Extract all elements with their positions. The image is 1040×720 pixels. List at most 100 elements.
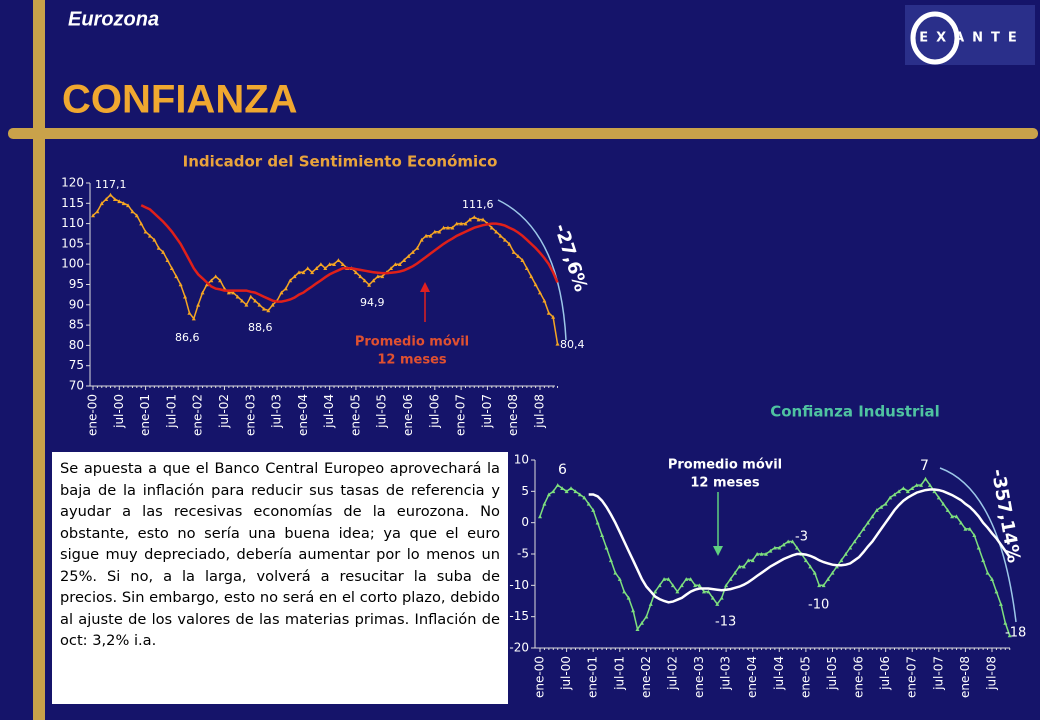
point bbox=[336, 258, 341, 262]
x-tick-label: jul-01 bbox=[164, 394, 178, 429]
x-tick-label: ene-02 bbox=[191, 394, 205, 436]
point bbox=[901, 486, 906, 490]
point bbox=[617, 577, 622, 581]
point bbox=[803, 558, 808, 563]
x-tick-label: jul-03 bbox=[270, 394, 284, 429]
x-tick-label: jul-05 bbox=[825, 656, 839, 691]
point bbox=[569, 486, 574, 490]
x-tick-label: ene-07 bbox=[454, 394, 468, 436]
point bbox=[741, 564, 746, 569]
point bbox=[728, 577, 733, 581]
y-tick-label: 105 bbox=[61, 236, 84, 250]
point bbox=[209, 278, 214, 283]
point bbox=[781, 542, 786, 547]
annotation: -18 bbox=[1005, 626, 1026, 641]
point bbox=[218, 278, 223, 283]
x-tick-label: ene-04 bbox=[745, 656, 759, 698]
point bbox=[476, 217, 481, 222]
x-tick-label: jul-02 bbox=[665, 656, 679, 691]
point bbox=[622, 589, 627, 594]
point bbox=[688, 577, 693, 581]
arrow-head bbox=[420, 282, 430, 292]
point bbox=[283, 286, 288, 291]
point bbox=[147, 233, 152, 238]
point bbox=[481, 217, 486, 222]
point bbox=[546, 310, 551, 315]
point bbox=[874, 508, 879, 512]
x-tick-label: ene-03 bbox=[243, 394, 257, 436]
x-tick-label: jul-03 bbox=[719, 656, 733, 691]
y-tick-label: -15 bbox=[509, 609, 529, 623]
point bbox=[542, 298, 547, 303]
series-line bbox=[539, 477, 1011, 636]
x-tick-label: ene-01 bbox=[138, 394, 152, 436]
point bbox=[178, 282, 183, 287]
point bbox=[941, 501, 946, 506]
point bbox=[270, 302, 275, 307]
series-line bbox=[140, 204, 559, 303]
chart-title: Indicador del Sentimiento Económico bbox=[183, 153, 498, 171]
point bbox=[967, 526, 972, 531]
y-tick-label: 80 bbox=[69, 338, 84, 352]
point bbox=[130, 209, 135, 214]
point bbox=[402, 258, 407, 262]
point bbox=[635, 627, 640, 631]
point bbox=[340, 262, 345, 266]
arrow-head bbox=[713, 546, 723, 556]
point bbox=[288, 278, 293, 283]
x-tick-label: jul-08 bbox=[533, 394, 547, 429]
annotation: 94,9 bbox=[360, 296, 385, 309]
point bbox=[546, 492, 551, 497]
point bbox=[662, 577, 667, 581]
point bbox=[91, 213, 95, 218]
x-tick-label: ene-04 bbox=[296, 394, 310, 436]
point bbox=[235, 294, 240, 299]
point bbox=[165, 258, 170, 262]
point bbox=[240, 298, 244, 303]
point bbox=[463, 221, 468, 226]
point bbox=[143, 229, 148, 234]
point bbox=[990, 577, 994, 581]
point bbox=[244, 302, 249, 307]
point bbox=[972, 533, 977, 537]
point bbox=[927, 483, 932, 487]
point bbox=[724, 583, 729, 588]
point bbox=[715, 602, 720, 606]
x-tick-label: jul-00 bbox=[112, 394, 126, 429]
point bbox=[644, 614, 649, 619]
point bbox=[670, 583, 675, 588]
annotation: 80,4 bbox=[560, 338, 585, 351]
point bbox=[905, 489, 910, 494]
point bbox=[639, 620, 644, 625]
point bbox=[772, 545, 777, 550]
point bbox=[362, 278, 367, 283]
x-tick-label: jul-04 bbox=[322, 394, 336, 429]
arc-decoration bbox=[939, 467, 1017, 623]
point bbox=[375, 274, 380, 279]
point bbox=[976, 545, 981, 550]
paragraph: Se apuesta a que el Banco Central Europe… bbox=[52, 452, 508, 704]
point bbox=[648, 602, 653, 606]
point bbox=[786, 539, 791, 544]
point bbox=[958, 520, 963, 525]
annotation: -13 bbox=[715, 615, 736, 630]
point bbox=[467, 217, 472, 222]
point bbox=[108, 192, 113, 197]
point bbox=[994, 589, 999, 594]
point bbox=[502, 237, 507, 242]
point bbox=[701, 589, 706, 594]
point bbox=[604, 545, 609, 550]
point bbox=[759, 552, 764, 556]
point bbox=[679, 583, 684, 588]
y-tick-label: 75 bbox=[69, 358, 84, 372]
y-tick-label: 5 bbox=[521, 484, 529, 498]
point bbox=[706, 589, 711, 594]
x-tick-label: jul-02 bbox=[217, 394, 231, 429]
annotation: 6 bbox=[558, 462, 567, 478]
point bbox=[472, 215, 477, 219]
point bbox=[985, 570, 990, 575]
point bbox=[494, 229, 499, 234]
point bbox=[441, 225, 446, 230]
point bbox=[998, 602, 1003, 606]
